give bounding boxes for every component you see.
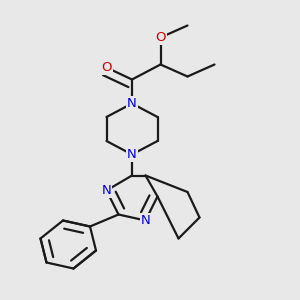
- Text: N: N: [127, 97, 137, 110]
- Text: N: N: [141, 214, 150, 227]
- Text: N: N: [102, 184, 111, 197]
- Text: O: O: [155, 31, 166, 44]
- Text: N: N: [127, 148, 137, 161]
- Text: O: O: [101, 61, 112, 74]
